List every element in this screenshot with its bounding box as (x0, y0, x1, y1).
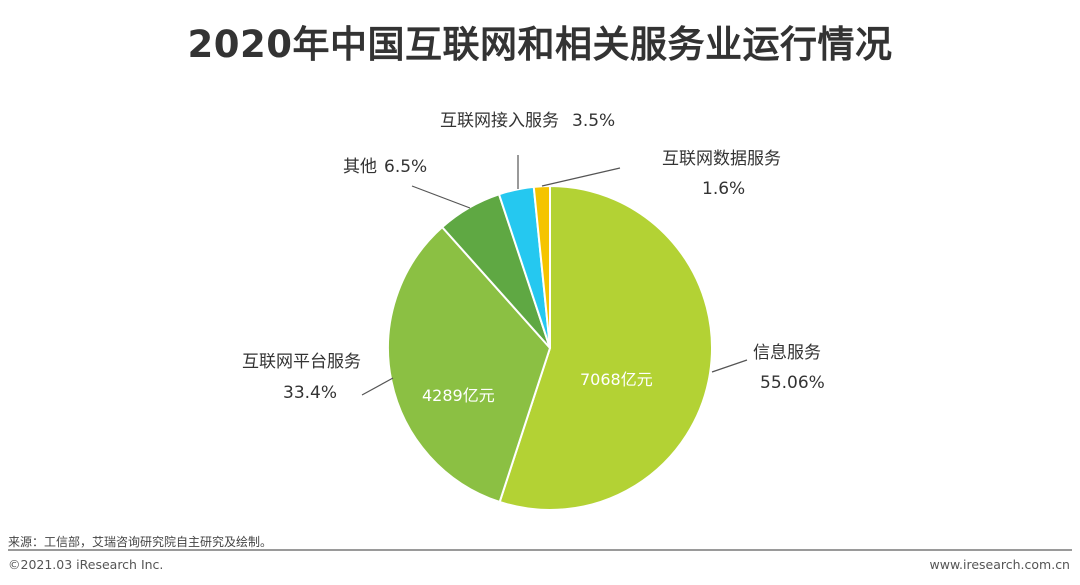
slice-label-pct-其他: 6.5% (384, 157, 427, 177)
footer-divider (8, 549, 1072, 551)
leader-line-信息服务 (711, 359, 748, 373)
copyright-text: ©2021.03 iResearch Inc. (8, 557, 164, 572)
chart-title: 2020年中国互联网和相关服务业运行情况 (187, 23, 893, 66)
pie-slice-互联网平台服务 (387, 225, 552, 504)
leader-lines (361, 155, 748, 396)
website-link[interactable]: www.iresearch.com.cn (929, 557, 1071, 572)
pie-slices (387, 184, 713, 511)
pie-slice-信息服务 (498, 184, 713, 511)
leader-line-其他 (411, 185, 471, 209)
leader-line-互联网数据服务 (541, 167, 621, 187)
slice-label-pct-互联网接入服务: 3.5% (572, 111, 615, 131)
slice-label-name-互联网数据服务: 互联网数据服务 (662, 149, 781, 169)
slice-label-name-其他: 其他 (343, 157, 377, 177)
slice-amount-信息服务: 7068亿元 (580, 370, 653, 389)
slice-label-name-互联网接入服务: 互联网接入服务 (440, 111, 559, 131)
slice-label-pct-信息服务: 55.06% (760, 373, 825, 393)
slice-label-pct-互联网数据服务: 1.6% (702, 179, 745, 199)
slice-amount-互联网平台服务: 4289亿元 (422, 386, 495, 405)
slice-label-pct-互联网平台服务: 33.4% (283, 383, 337, 403)
leader-line-互联网平台服务 (361, 377, 394, 396)
pie-slice-互联网数据服务 (532, 184, 551, 349)
slice-label-name-信息服务: 信息服务 (753, 343, 821, 363)
source-note: 来源：工信部，艾瑞咨询研究院自主研究及绘制。 (8, 535, 273, 549)
slice-label-name-互联网平台服务: 互联网平台服务 (242, 352, 361, 372)
